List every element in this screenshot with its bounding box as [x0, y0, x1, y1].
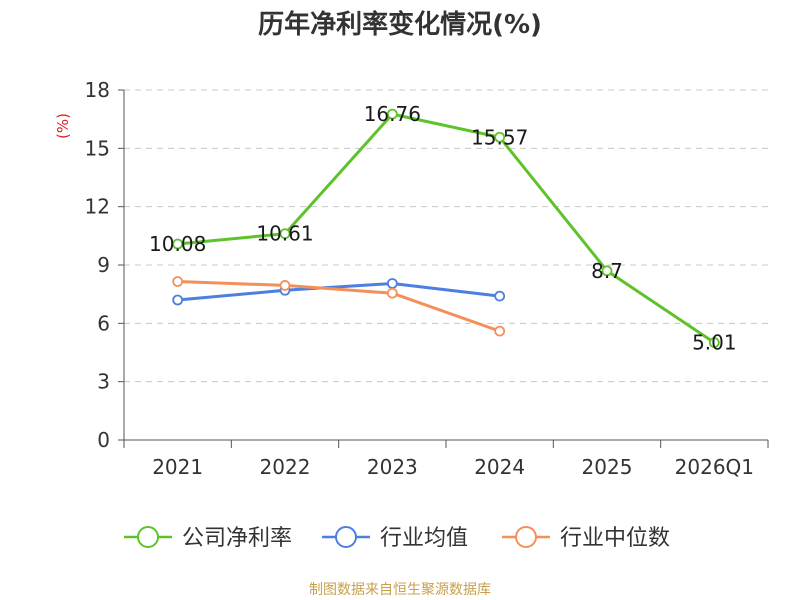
axes: 0 3 6 9 12 15 18 2021 2022 2023 2024 2025 2026Q1 (%) [54, 78, 769, 479]
data-label-2026Q1: 5.01 [692, 331, 737, 355]
data-label-2022: 10.61 [256, 222, 313, 246]
legend-marker-0 [137, 526, 159, 548]
series-2-point-2023 [386, 287, 398, 299]
y-tick-label-18: 18 [85, 78, 110, 102]
legend-label-2: 行业中位数 [560, 526, 670, 551]
series-0-point-2025 [601, 265, 613, 277]
x-tick-label-2022: 2022 [260, 455, 311, 479]
y-tick-label-3: 3 [97, 370, 110, 394]
legend: 公司净利率 行业均值 行业中位数 [124, 526, 670, 551]
series-lines [172, 108, 720, 348]
footer-source: 制图数据来自恒生聚源数据库 [309, 582, 491, 598]
series-2-point-2022 [279, 280, 291, 291]
legend-marker-2 [515, 526, 537, 548]
y-axis-unit: (%) [54, 113, 72, 139]
legend-marker-1 [335, 526, 357, 548]
x-tick-label-2025: 2025 [582, 455, 633, 479]
series-0-point-2022 [279, 228, 291, 240]
legend-label-0: 公司净利率 [182, 526, 292, 551]
x-tick-label-2021: 2021 [152, 455, 203, 479]
y-tick-label-9: 9 [97, 253, 110, 277]
x-tick-label-2026Q1: 2026Q1 [675, 455, 754, 479]
series-0-point-2026Q1 [708, 337, 720, 348]
series-1-point-2021 [172, 294, 184, 306]
legend-label-1: 行业均值 [380, 526, 468, 551]
data-labels: 10.08 10.61 16.76 15.57 8.7 5.01 [149, 102, 737, 354]
x-tick-label-2023: 2023 [367, 455, 418, 479]
y-tick-label-0: 0 [97, 428, 110, 452]
series-line-1 [177, 281, 500, 302]
series-0-point-2021 [172, 238, 184, 250]
data-label-2023: 16.76 [364, 102, 421, 126]
series-2-point-2021 [172, 276, 184, 287]
series-1-point-2024 [494, 290, 506, 302]
y-tick-label-6: 6 [97, 311, 110, 335]
chart-title: 历年净利率变化情况(%) [258, 10, 542, 40]
grid-lines [124, 89, 768, 383]
y-tick-label-15: 15 [85, 136, 110, 160]
data-label-2021: 10.08 [149, 232, 206, 256]
series-0-point-2024 [494, 131, 506, 143]
series-1-point-2023 [386, 278, 398, 289]
data-label-2024: 15.57 [471, 125, 528, 149]
data-label-2025: 8.7 [591, 259, 623, 283]
y-tick-label-12: 12 [85, 195, 110, 219]
series-0-point-2023 [386, 108, 398, 120]
series-line-2 [177, 280, 501, 333]
x-tick-label-2024: 2024 [474, 455, 525, 479]
series-2-point-2024 [494, 325, 506, 337]
series-line-0 [177, 112, 716, 344]
